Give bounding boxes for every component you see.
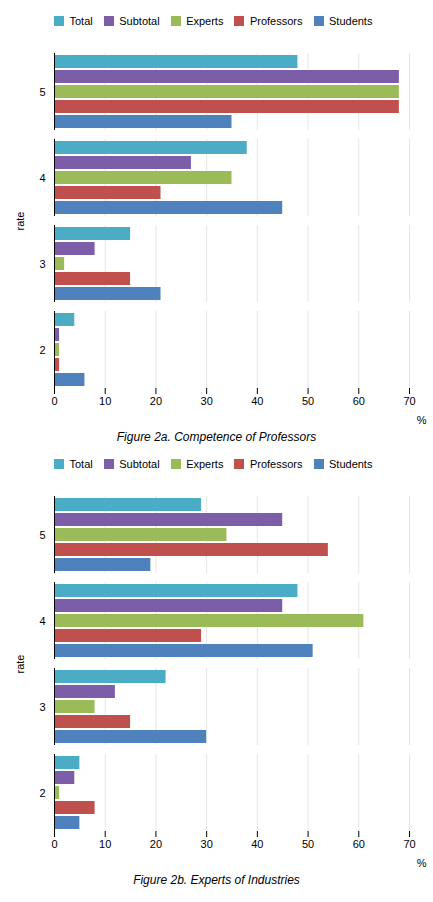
svg-text:4: 4 xyxy=(39,615,45,627)
svg-text:rate: rate xyxy=(14,655,26,674)
html-text:Students: Students xyxy=(329,458,373,470)
html-text:Professors: Professors xyxy=(249,458,303,470)
html-text:Subtotal: Subtotal xyxy=(119,458,160,470)
svg-text:50: 50 xyxy=(302,395,314,407)
svg-text:3: 3 xyxy=(39,701,45,713)
html-text:Professors: Professors xyxy=(249,14,303,27)
svg-text:%: % xyxy=(417,857,427,869)
svg-text:70: 70 xyxy=(403,395,415,407)
svg-text:5: 5 xyxy=(39,85,45,97)
svg-text:50: 50 xyxy=(302,838,314,850)
html-text:Figure 2b. Experts of Industri: Figure 2b. Experts of Industries xyxy=(133,873,300,887)
svg-text:5: 5 xyxy=(39,529,45,541)
svg-text:20: 20 xyxy=(150,838,162,850)
svg-text:10: 10 xyxy=(99,395,111,407)
html-text:Experts: Experts xyxy=(186,14,224,27)
svg-text:30: 30 xyxy=(201,838,213,850)
svg-text:60: 60 xyxy=(353,395,365,407)
html-text:Total: Total xyxy=(69,14,93,27)
svg-text:40: 40 xyxy=(251,395,263,407)
svg-text:2: 2 xyxy=(39,787,45,799)
svg-text:4: 4 xyxy=(39,171,45,183)
svg-text:rate: rate xyxy=(14,211,26,230)
html-text:Experts: Experts xyxy=(186,458,224,470)
svg-text:0: 0 xyxy=(51,838,57,850)
svg-text:0: 0 xyxy=(51,395,57,407)
svg-text:40: 40 xyxy=(251,838,263,850)
svg-text:3: 3 xyxy=(39,257,45,269)
svg-text:2: 2 xyxy=(39,343,45,355)
html-text:Total: Total xyxy=(69,458,93,470)
svg-text:10: 10 xyxy=(99,838,111,850)
html-text:Subtotal: Subtotal xyxy=(119,14,160,27)
svg-text:%: % xyxy=(417,413,427,425)
svg-text:70: 70 xyxy=(403,838,415,850)
svg-text:20: 20 xyxy=(150,395,162,407)
svg-text:60: 60 xyxy=(353,838,365,850)
html-text:Students: Students xyxy=(329,14,373,27)
svg-text:30: 30 xyxy=(201,395,213,407)
html-text:Figure 2a. Competence of Profe: Figure 2a. Competence of Professors xyxy=(116,429,317,444)
